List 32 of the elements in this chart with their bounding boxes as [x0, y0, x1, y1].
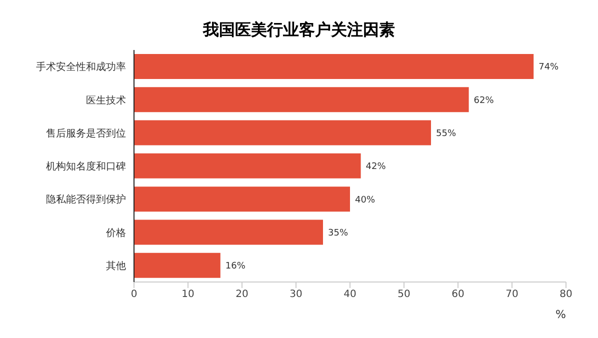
x-tick-label: 10	[182, 289, 194, 300]
x-tick-label: 40	[344, 289, 356, 300]
data-label: 16%	[225, 262, 246, 272]
data-label: 62%	[474, 96, 494, 106]
x-tick-label: 20	[236, 289, 248, 300]
data-label: 74%	[538, 62, 560, 73]
x-axis-title: %	[556, 308, 566, 321]
x-tick-label: 60	[452, 289, 464, 300]
bar	[134, 186, 350, 212]
y-tick-label: 手术安全性和成功率	[36, 61, 126, 74]
bar	[134, 120, 431, 146]
bar	[134, 54, 534, 79]
y-tick-label: 机构知名度和口碑	[46, 160, 126, 173]
data-label: 42%	[366, 162, 386, 172]
chart-title: 我国医美行业客户关注因素	[202, 20, 396, 41]
bar	[134, 87, 469, 112]
x-tick-label: 70	[506, 289, 518, 300]
data-label: 55%	[436, 128, 456, 139]
data-label: 40%	[355, 195, 376, 206]
data-label: 35%	[328, 228, 348, 238]
bar	[134, 252, 220, 278]
bar	[134, 153, 361, 178]
bar	[134, 220, 323, 245]
x-tick-label: 80	[560, 289, 572, 300]
y-tick-label: 隐私能否得到保护	[46, 194, 126, 206]
y-tick-label: 其他	[106, 260, 126, 272]
x-tick-label: 30	[290, 289, 302, 300]
y-tick-label: 价格	[105, 226, 126, 239]
x-tick-label: 0	[130, 289, 138, 300]
x-tick-label: 50	[398, 289, 410, 300]
y-tick-label: 售后服务是否到位	[46, 127, 126, 140]
y-tick-label: 医生技术	[86, 94, 126, 106]
